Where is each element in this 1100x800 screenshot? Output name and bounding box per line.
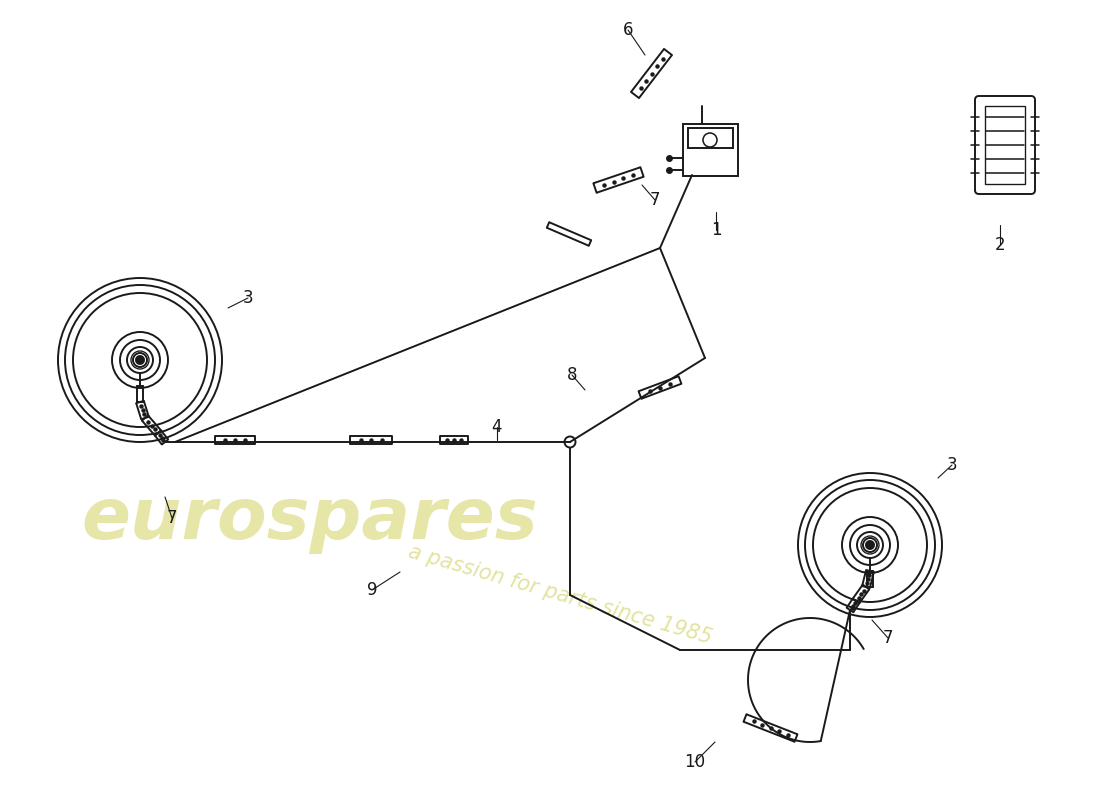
Text: 6: 6 bbox=[623, 21, 634, 39]
Circle shape bbox=[136, 356, 144, 364]
Text: 9: 9 bbox=[366, 581, 377, 599]
Text: 4: 4 bbox=[492, 418, 503, 436]
Text: a passion for parts since 1985: a passion for parts since 1985 bbox=[406, 542, 714, 648]
Text: 2: 2 bbox=[994, 236, 1005, 254]
Text: 1: 1 bbox=[711, 221, 722, 239]
Text: 8: 8 bbox=[566, 366, 578, 384]
Text: 7: 7 bbox=[882, 629, 893, 647]
Text: eurospares: eurospares bbox=[81, 486, 538, 554]
Circle shape bbox=[866, 541, 874, 549]
Text: 7: 7 bbox=[167, 509, 177, 527]
Text: 7: 7 bbox=[650, 191, 660, 209]
Bar bbox=[688, 128, 733, 148]
Bar bbox=[984, 106, 1025, 184]
Bar bbox=[683, 124, 738, 176]
Text: 10: 10 bbox=[684, 753, 705, 771]
Text: 3: 3 bbox=[243, 289, 253, 307]
Text: 3: 3 bbox=[947, 456, 957, 474]
